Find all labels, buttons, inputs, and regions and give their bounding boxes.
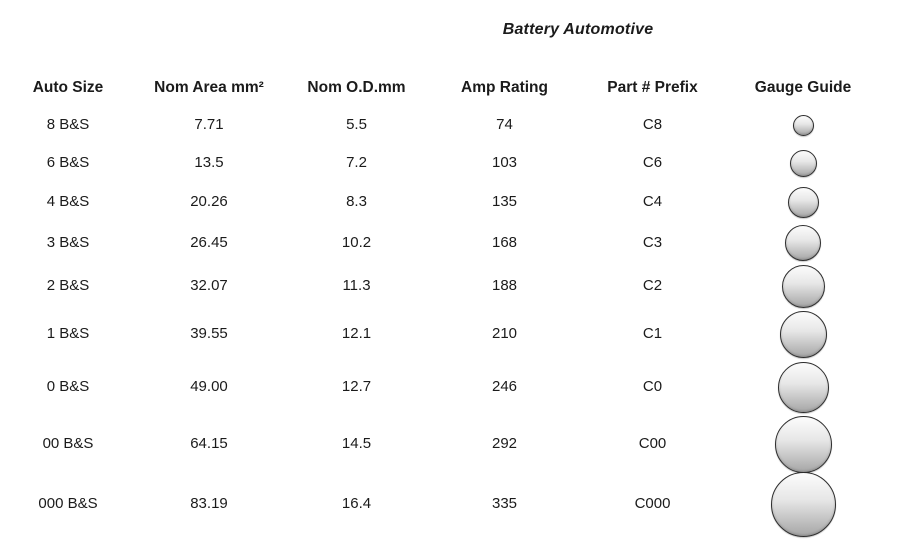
gauge-circle-icon xyxy=(779,310,827,358)
auto-size-value: 00 B&S xyxy=(42,434,94,452)
gauge-guide-cell xyxy=(727,310,879,358)
auto-size-value: 3 B&S xyxy=(46,233,90,251)
part-prefix-value: C6 xyxy=(642,153,663,171)
part-prefix-value: C1 xyxy=(642,324,663,342)
table-row: 0 B&S 49.00 12.7 246 C0 xyxy=(0,359,879,415)
nom-od-value: 10.2 xyxy=(341,233,372,251)
nom-od-value: 14.5 xyxy=(341,434,372,452)
auto-size-value: 0 B&S xyxy=(46,377,90,395)
table-row: 4 B&S 20.26 8.3 135 C4 xyxy=(0,182,879,222)
nom-area-value: 32.07 xyxy=(190,277,228,295)
gauge-guide-cell xyxy=(727,415,879,473)
column-header-gauge-guide: Gauge Guide xyxy=(754,79,852,97)
amp-rating-value: 74 xyxy=(496,116,513,134)
amp-rating-value: 210 xyxy=(491,324,518,342)
part-prefix-value: C8 xyxy=(642,116,663,134)
gauge-circle-icon xyxy=(781,265,825,308)
part-prefix-value: C4 xyxy=(642,192,663,210)
column-header-amp-rating: Amp Rating xyxy=(461,79,548,97)
nom-area-value: 83.19 xyxy=(190,494,228,512)
nom-area-value: 39.55 xyxy=(190,324,228,342)
part-prefix-value: C3 xyxy=(642,233,663,251)
nom-od-value: 12.7 xyxy=(341,377,372,395)
gauge-guide-cell xyxy=(727,225,879,261)
nom-od-value: 16.4 xyxy=(341,494,372,512)
table-row: 1 B&S 39.55 12.1 210 C1 xyxy=(0,309,879,359)
page-title: Battery Automotive xyxy=(502,21,654,38)
gauge-circle-icon xyxy=(774,415,832,473)
nom-area-value: 13.5 xyxy=(194,153,224,171)
nom-od-value: 7.2 xyxy=(346,153,367,171)
gauge-guide-cell xyxy=(727,115,879,136)
auto-size-value: 4 B&S xyxy=(46,192,90,210)
amp-rating-value: 188 xyxy=(491,277,518,295)
column-header-nom-area: Nom Area mm² xyxy=(154,79,264,97)
amp-rating-value: 103 xyxy=(491,153,518,171)
amp-rating-value: 246 xyxy=(491,377,518,395)
gauge-circle-icon xyxy=(789,149,817,177)
amp-rating-value: 292 xyxy=(491,434,518,452)
nom-od-value: 5.5 xyxy=(346,116,367,134)
part-prefix-value: C0 xyxy=(642,377,663,395)
gauge-circle-icon xyxy=(785,225,821,261)
nom-od-value: 12.1 xyxy=(341,324,372,342)
part-prefix-value: C00 xyxy=(638,434,667,452)
table-row: 3 B&S 26.45 10.2 168 C3 xyxy=(0,222,879,264)
gauge-guide-cell xyxy=(727,471,879,537)
battery-automotive-table: Auto Size Nom Area mm² Nom O.D.mm Amp Ra… xyxy=(0,75,879,537)
gauge-guide-cell xyxy=(727,186,879,218)
table-row: 2 B&S 32.07 11.3 188 C2 xyxy=(0,264,879,309)
gauge-circle-icon xyxy=(792,115,814,136)
nom-area-value: 7.71 xyxy=(194,116,224,134)
nom-area-value: 26.45 xyxy=(190,233,228,251)
auto-size-value: 6 B&S xyxy=(46,153,90,171)
table-row: 00 B&S 64.15 14.5 292 C00 xyxy=(0,415,879,473)
nom-area-value: 64.15 xyxy=(190,434,228,452)
table-row: 6 B&S 13.5 7.2 103 C6 xyxy=(0,144,879,182)
gauge-circle-icon xyxy=(770,471,836,537)
column-header-nom-od: Nom O.D.mm xyxy=(307,79,406,97)
part-prefix-value: C2 xyxy=(642,277,663,295)
column-header-auto-size: Auto Size xyxy=(32,79,104,97)
nom-area-value: 20.26 xyxy=(190,192,228,210)
gauge-guide-cell xyxy=(727,361,879,413)
auto-size-value: 1 B&S xyxy=(46,324,90,342)
gauge-circle-icon xyxy=(777,361,829,413)
table-row: 000 B&S 83.19 16.4 335 C000 xyxy=(0,471,879,537)
auto-size-value: 8 B&S xyxy=(46,116,90,134)
column-header-part-prefix: Part # Prefix xyxy=(607,79,698,97)
table-body: 8 B&S 7.71 5.5 74 C8 6 B&S 13.5 7.2 103 … xyxy=(0,107,879,537)
nom-od-value: 8.3 xyxy=(346,192,367,210)
gauge-guide-cell xyxy=(727,149,879,177)
table-row: 8 B&S 7.71 5.5 74 C8 xyxy=(0,107,879,144)
auto-size-value: 000 B&S xyxy=(38,494,98,512)
amp-rating-value: 135 xyxy=(491,192,518,210)
amp-rating-value: 335 xyxy=(491,494,518,512)
gauge-guide-cell xyxy=(727,265,879,308)
gauge-circle-icon xyxy=(787,186,819,218)
nom-area-value: 49.00 xyxy=(190,377,228,395)
part-prefix-value: C000 xyxy=(634,494,671,512)
nom-od-value: 11.3 xyxy=(342,277,371,295)
auto-size-value: 2 B&S xyxy=(46,277,90,295)
amp-rating-value: 168 xyxy=(491,233,518,251)
table-header-row: Auto Size Nom Area mm² Nom O.D.mm Amp Ra… xyxy=(0,75,879,101)
